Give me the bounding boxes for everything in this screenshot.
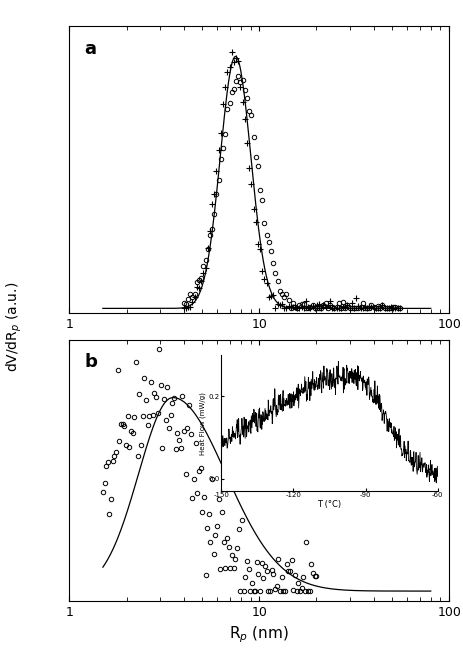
Text: b: b bbox=[85, 353, 98, 371]
Text: a: a bbox=[85, 40, 97, 59]
X-axis label: R$_p$ (nm): R$_p$ (nm) bbox=[229, 624, 289, 645]
Text: dV/dR$_p$ (a.u.): dV/dR$_p$ (a.u.) bbox=[4, 281, 24, 372]
